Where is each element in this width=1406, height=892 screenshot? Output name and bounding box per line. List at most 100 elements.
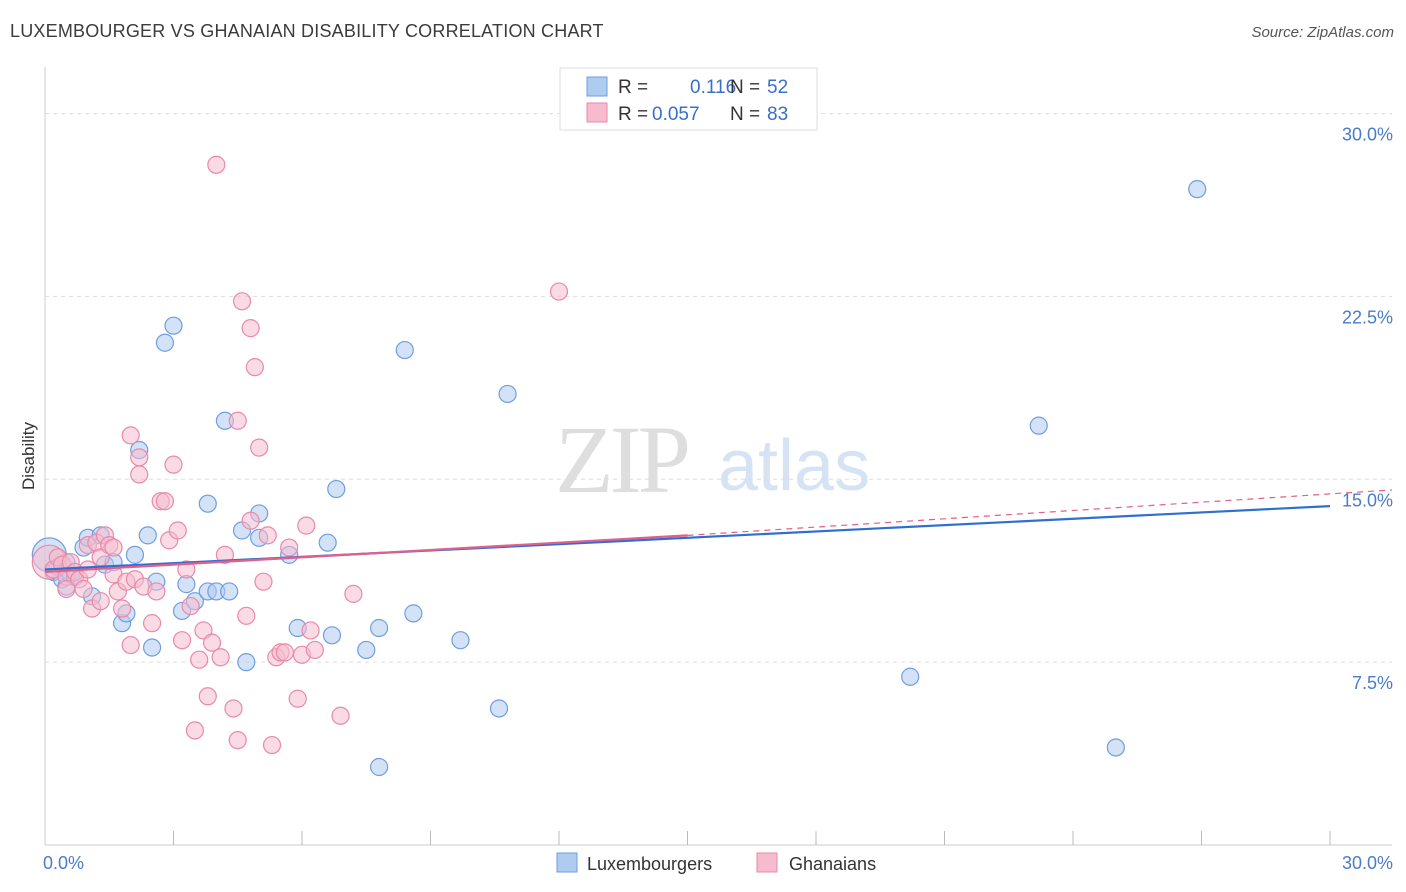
ghanaian-point <box>121 426 140 445</box>
luxembourger-point <box>155 333 175 352</box>
ghanaian-point <box>288 689 307 708</box>
luxembourger-point <box>220 582 239 601</box>
watermark-atlas: atlas <box>718 426 870 506</box>
luxembourger-point <box>357 640 376 660</box>
luxembourger-point <box>1188 180 1207 199</box>
ghanaian-point <box>331 706 350 725</box>
trend-lines <box>44 489 1393 574</box>
luxembourger-point <box>489 699 509 718</box>
luxembourger-point <box>237 653 256 672</box>
watermark-zip: ZIP <box>555 406 688 513</box>
ghanaian-point <box>232 292 252 311</box>
ghanaian-point <box>147 582 166 601</box>
ghanaian-point <box>280 538 299 557</box>
luxembourger-point <box>125 545 145 564</box>
ghanaian-trend-extension <box>687 489 1393 536</box>
ghanaian-point <box>104 538 123 557</box>
legend-r-value-gha: 0.057 <box>652 104 700 125</box>
x-tick-labels: 0.0% 30.0% <box>43 853 1393 873</box>
bottom-legend-label-luxembourgers: Luxembourgers <box>587 854 712 874</box>
ghanaian-point <box>211 648 230 667</box>
ghanaian-point <box>155 492 175 511</box>
chart-title: LUXEMBOURGER VS GHANAIAN DISABILITY CORR… <box>10 21 604 41</box>
legend-r-value-lux: 0.116 <box>690 77 736 98</box>
luxembourger-point <box>318 533 337 552</box>
watermark: ZIP atlas <box>555 406 870 513</box>
luxembourger-point <box>322 626 342 645</box>
ghanaian-point <box>228 731 247 750</box>
legend-n-value-lux: 52 <box>767 77 788 98</box>
x-tick-label: 30.0% <box>1342 853 1393 873</box>
luxembourger-point <box>198 494 217 513</box>
legend-bottom: Luxembourgers Ghanaians <box>556 852 876 874</box>
luxembourger-point <box>370 618 389 638</box>
luxembourger-point <box>1106 738 1125 757</box>
axes <box>44 67 1392 846</box>
ghanaian-point <box>344 584 363 603</box>
ghanaian-point <box>164 455 183 474</box>
ghanaian-point <box>130 448 149 467</box>
ghanaian-point <box>224 699 243 718</box>
luxembourger-point <box>498 384 517 404</box>
bottom-legend-swatch-luxembourgers <box>556 852 578 873</box>
ghanaian-point <box>198 687 217 706</box>
y-tick-label: 15.0% <box>1342 490 1393 510</box>
luxembourger-point <box>327 479 346 499</box>
legend-top: R = 0.116 N = 52 R = 0.057 N = 83 <box>559 67 818 131</box>
luxembourger-point <box>164 316 183 335</box>
ghanaian-point <box>241 319 260 338</box>
y-axis-label: Disability <box>19 421 38 490</box>
legend-r-label-gha: R = <box>618 104 648 125</box>
ghanaian-point <box>228 411 247 430</box>
ghanaian-point <box>241 511 260 530</box>
y-tick-label: 30.0% <box>1342 125 1393 145</box>
legend-n-label-gha: N = <box>730 104 760 125</box>
luxembourger-point <box>901 667 920 686</box>
ghanaian-point <box>142 614 162 633</box>
y-tick-label: 7.5% <box>1352 673 1393 693</box>
x-tick-label: 0.0% <box>43 853 84 873</box>
y-tick-label: 22.5% <box>1342 307 1393 327</box>
ghanaian-point <box>168 521 187 540</box>
ghanaian-point <box>202 633 222 652</box>
ghanaian-point <box>549 282 569 301</box>
y-tick-labels: 7.5% 15.0% 22.5% 30.0% <box>1342 125 1393 694</box>
ghanaian-point <box>207 155 226 174</box>
ghanaian-point <box>91 592 110 611</box>
ghanaian-point <box>245 358 264 377</box>
ghanaian-point <box>262 735 282 755</box>
data-points <box>31 155 1207 777</box>
ghanaian-point <box>112 599 132 618</box>
legend-swatch-ghanaians <box>586 102 608 123</box>
gridlines <box>45 113 1392 663</box>
ghanaian-point <box>185 721 205 740</box>
ghanaian-point <box>121 635 140 655</box>
ghanaian-point <box>250 438 269 457</box>
ghanaian-point <box>172 631 192 650</box>
legend-r-label-lux: R = <box>618 77 648 98</box>
ghanaian-point <box>74 579 93 599</box>
luxembourger-point <box>395 340 414 360</box>
ghanaian-point <box>215 545 234 564</box>
ghanaian-point <box>237 606 256 625</box>
legend-n-label-lux: N = <box>730 77 760 98</box>
ghanaian-point <box>305 640 324 660</box>
bottom-legend-swatch-ghanaians <box>756 852 778 873</box>
legend-n-value-gha: 83 <box>767 104 788 125</box>
bottom-legend-label-ghanaians: Ghanaians <box>789 854 876 874</box>
luxembourger-point <box>1029 416 1048 435</box>
luxembourger-point <box>404 604 423 623</box>
ghanaian-point <box>190 650 209 669</box>
ghanaian-point <box>254 572 273 591</box>
luxembourger-point <box>451 631 470 650</box>
luxembourger-point <box>370 757 389 777</box>
source-label: Source: ZipAtlas.com <box>1251 24 1394 41</box>
luxembourger-point <box>142 638 162 657</box>
legend-swatch-luxembourgers <box>586 76 608 97</box>
ghanaian-point <box>181 596 200 616</box>
ghanaian-point <box>258 526 277 545</box>
ghanaian-point <box>275 643 294 662</box>
ghanaian-point <box>297 516 316 535</box>
luxembourger-point <box>138 526 157 545</box>
